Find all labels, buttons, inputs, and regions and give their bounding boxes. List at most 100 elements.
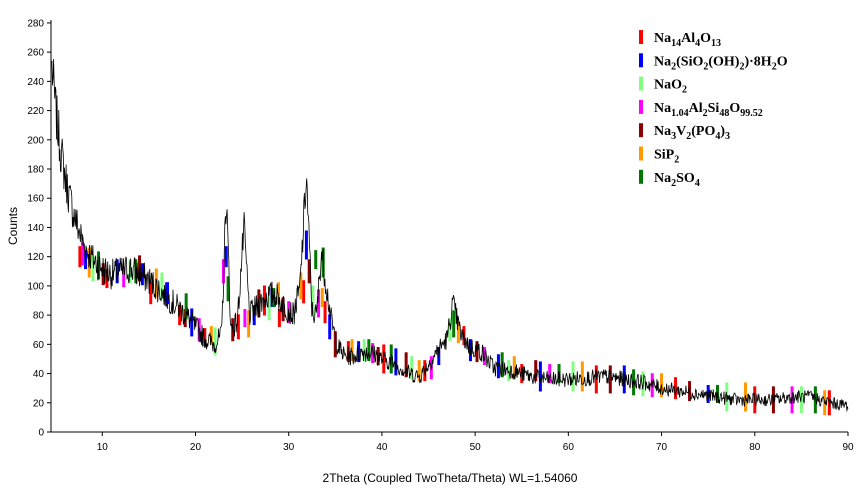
legend-label: NaO2 — [654, 78, 687, 96]
x-tick-label: 20 — [190, 442, 202, 453]
phase-peak-marker — [190, 308, 194, 337]
phase-markers — [78, 230, 831, 416]
y-tick-label: 180 — [27, 165, 44, 176]
phase-peak-marker — [247, 310, 251, 338]
phase-peak-marker — [91, 255, 95, 282]
phase-peak-marker — [357, 341, 361, 363]
legend-text-part: (SiO — [676, 54, 703, 69]
phase-peak-marker — [813, 386, 817, 414]
legend-subscript: 2 — [674, 155, 679, 166]
phase-peak-marker — [362, 339, 366, 362]
phase-peak-marker — [307, 259, 311, 284]
phase-peak-marker — [221, 259, 225, 284]
phase-peak-marker — [482, 347, 486, 366]
phase-peak-marker — [507, 360, 511, 382]
legend-label: Na3V2(PO4)3 — [654, 124, 730, 142]
legend-subscript: 2 — [682, 85, 687, 96]
series-layer — [51, 58, 849, 412]
phase-peak-marker — [213, 327, 217, 356]
legend-subscript: 2 — [739, 61, 744, 72]
phase-peak-marker — [376, 347, 380, 366]
legend-text-part: Al — [689, 101, 703, 116]
y-tick-label: 280 — [27, 18, 44, 29]
legend-subscript: 2 — [703, 61, 708, 72]
legend-subscript: 2 — [772, 61, 777, 72]
phase-peak-marker — [299, 272, 303, 300]
legend-label: Na1.04Al2Si48O99.52 — [654, 101, 763, 119]
legend-swatch — [639, 99, 643, 114]
legend-subscript: 48 — [719, 108, 729, 119]
legend-subscript: 3 — [671, 131, 676, 142]
legend-swatch — [639, 123, 643, 138]
legend-text-part: SO — [676, 171, 695, 186]
phase-peak-marker — [328, 314, 332, 340]
phase-peak-marker — [101, 263, 105, 286]
phase-peak-marker — [78, 246, 82, 268]
phase-peak-marker — [317, 289, 321, 318]
y-tick-label: 160 — [27, 194, 44, 205]
phase-peak-marker — [580, 361, 584, 392]
legend-subscript: 1.04 — [671, 108, 689, 119]
legend-text-part: Si — [708, 101, 720, 116]
x-tick-label: 90 — [842, 442, 854, 453]
phase-peak-marker — [456, 322, 460, 344]
legend-swatch — [639, 76, 643, 91]
phase-peak-marker — [281, 297, 285, 322]
phase-peak-marker — [224, 246, 228, 268]
x-tick-label: 80 — [749, 442, 761, 453]
legend-swatch — [639, 146, 643, 161]
y-tick-label: 0 — [38, 428, 44, 439]
phase-peak-marker — [323, 301, 327, 324]
legend-text-part: O — [729, 101, 740, 116]
phase-peak-marker — [184, 293, 188, 320]
legend: Na14Al4O13Na2(SiO2(OH)2)·8H2ONaO2Na1.04A… — [639, 30, 788, 189]
phase-peak-marker — [512, 356, 516, 380]
phase-peak-marker — [81, 242, 85, 266]
phase-peak-marker — [608, 365, 612, 394]
y-tick-label: 20 — [33, 398, 45, 409]
phase-peak-marker — [404, 352, 408, 378]
x-tick-label: 60 — [563, 442, 575, 453]
legend-text-part: Na — [654, 31, 671, 46]
phase-peak-marker — [154, 268, 158, 298]
legend-text-part: (OH) — [708, 54, 739, 69]
legend-text-part: O — [700, 31, 711, 46]
x-ticks: 10 20 30 40 50 60 70 80 90 — [97, 432, 854, 453]
phase-peak-marker — [115, 259, 119, 284]
x-tick-label: 50 — [470, 442, 482, 453]
legend-subscript: 2 — [671, 61, 676, 72]
phase-peak-marker — [257, 289, 261, 318]
phase-peak-marker — [371, 343, 375, 364]
phase-peak-marker — [367, 339, 371, 362]
y-tick-label: 60 — [33, 340, 45, 351]
phase-peak-marker — [534, 360, 538, 382]
phase-peak-marker — [410, 356, 414, 380]
y-tick-label: 140 — [27, 223, 44, 234]
legend-text-part: NaO — [654, 78, 682, 93]
phase-peak-marker — [650, 373, 654, 398]
legend-text-part: V — [676, 124, 686, 139]
phase-peak-marker — [236, 314, 240, 340]
phase-peak-marker — [538, 361, 542, 392]
legend-subscript: 14 — [671, 38, 681, 49]
legend-label: Na14Al4O13 — [654, 31, 721, 49]
legend-text-part: Na — [654, 54, 671, 69]
phase-peak-marker — [674, 377, 678, 400]
phase-peak-marker — [277, 309, 281, 328]
phase-peak-marker — [452, 310, 456, 338]
x-tick-label: 40 — [376, 442, 388, 453]
legend-subscript: 13 — [711, 38, 721, 49]
y-tick-label: 80 — [33, 311, 45, 322]
y-axis-title: Counts — [6, 207, 20, 245]
phase-peak-marker — [333, 331, 337, 358]
legend-text-part: ) — [720, 124, 725, 139]
legend-text-part: )·8H — [744, 54, 771, 69]
phase-peak-marker — [304, 230, 308, 260]
legend-swatch — [639, 30, 643, 44]
legend-text-part: (PO — [691, 124, 715, 139]
legend-label: SiP2 — [654, 148, 679, 166]
legend-subscript: 4 — [695, 38, 700, 49]
legend-text-part: Al — [681, 31, 695, 46]
phase-peak-marker — [203, 328, 207, 347]
y-tick-label: 240 — [27, 77, 44, 88]
